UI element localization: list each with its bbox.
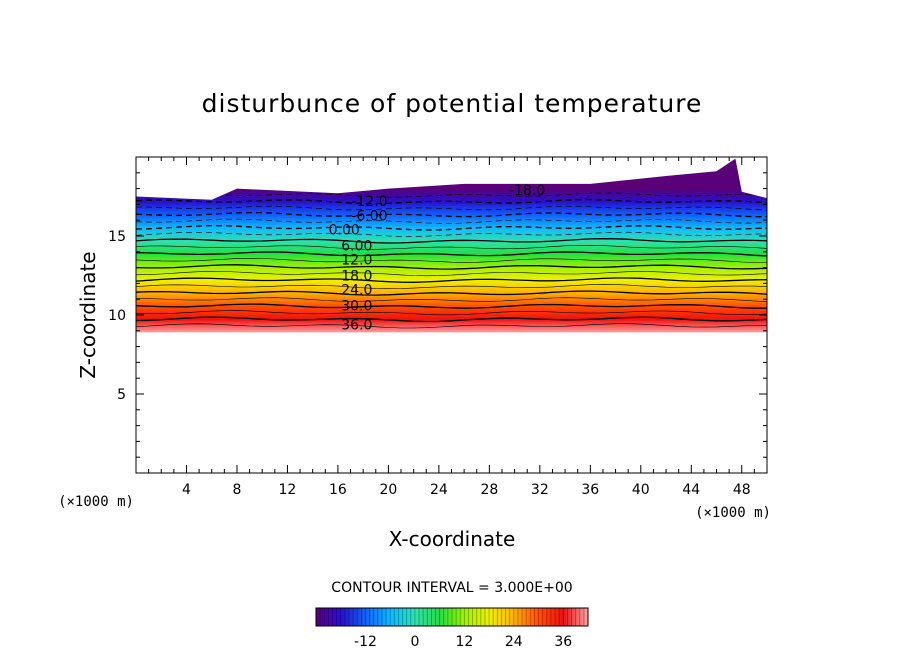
contour-line — [136, 323, 767, 329]
x-tick-label: 32 — [531, 482, 549, 498]
colorbar-tick-label: 12 — [455, 634, 473, 650]
colorbar-divisions — [319, 608, 585, 626]
y-tick-label: 15 — [108, 229, 126, 245]
x-tick-label: 40 — [632, 482, 650, 498]
colorbar-labels: -12 0 12 24 36 — [354, 634, 572, 650]
field-fill — [136, 158, 767, 333]
x-unit-left: (×1000 m) — [58, 494, 134, 510]
colorbar-fill — [316, 608, 588, 626]
colorbar-tick-label: 24 — [505, 634, 523, 650]
colorbar-tick-label: 0 — [410, 634, 419, 650]
contour-line — [136, 218, 767, 224]
contour-line — [136, 284, 767, 290]
contour-label: -18.0 — [509, 183, 545, 199]
x-tick-label: 16 — [329, 482, 347, 498]
contour-label: 18.0 — [341, 269, 372, 285]
y-tick-label: 5 — [117, 387, 126, 403]
contour-line — [136, 251, 767, 257]
x-unit-right: (×1000 m) — [695, 505, 771, 521]
x-axis-label: X-coordinate — [389, 527, 516, 551]
x-tick-labels: 4 8 12 16 20 24 28 32 36 40 44 48 — [182, 482, 751, 498]
contour-line — [136, 224, 767, 231]
axis-ticks — [136, 157, 767, 473]
contour-line — [136, 211, 767, 218]
x-tick-label: 12 — [279, 482, 297, 498]
x-tick-label: 24 — [430, 482, 448, 498]
contour-label: 24.0 — [341, 283, 372, 299]
contour-label: 6.00 — [341, 238, 372, 254]
y-axis-label: Z-coordinate — [76, 251, 100, 378]
contour-label: 12.0 — [341, 253, 372, 269]
contour-line — [136, 303, 767, 309]
contour-label: 36.0 — [341, 317, 372, 333]
x-tick-label: 44 — [682, 482, 700, 498]
contour-line — [136, 244, 767, 250]
contour-label: 30.0 — [341, 299, 372, 315]
contour-lines — [136, 192, 767, 329]
x-tick-label: 28 — [480, 482, 498, 498]
contour-line — [136, 198, 767, 205]
contour-line — [136, 316, 767, 323]
contour-interval-text: CONTOUR INTERVAL = 3.000E+00 — [331, 580, 572, 596]
contour-line — [136, 264, 767, 270]
colorbar: -12 0 12 24 36 — [315, 607, 589, 650]
contour-label: -6.00 — [351, 208, 387, 224]
contour-line — [136, 231, 767, 237]
contour-line — [136, 258, 767, 263]
colorbar-frame — [315, 607, 589, 627]
contour-line — [136, 277, 767, 283]
contour-line — [136, 310, 767, 316]
colorbar-tick-label: 36 — [554, 634, 572, 650]
chart-title: disturbunce of potential temperature — [202, 89, 703, 118]
contour-line — [136, 192, 767, 198]
x-tick-label: 36 — [581, 482, 599, 498]
contour-line — [136, 297, 767, 302]
contour-label: 0.00 — [329, 223, 360, 239]
x-tick-label: 48 — [733, 482, 751, 498]
contour-line — [136, 271, 767, 277]
contour-line — [136, 238, 767, 244]
colorbar-tick-label: -12 — [354, 634, 377, 650]
x-tick-label: 4 — [182, 482, 191, 498]
y-tick-label: 10 — [108, 308, 126, 324]
contour-line — [136, 205, 767, 211]
contour-line — [136, 290, 767, 296]
contour-label: -12.0 — [351, 194, 387, 210]
x-tick-label: 20 — [379, 482, 397, 498]
x-tick-label: 8 — [232, 482, 241, 498]
y-tick-labels: 5 10 15 — [108, 229, 126, 403]
